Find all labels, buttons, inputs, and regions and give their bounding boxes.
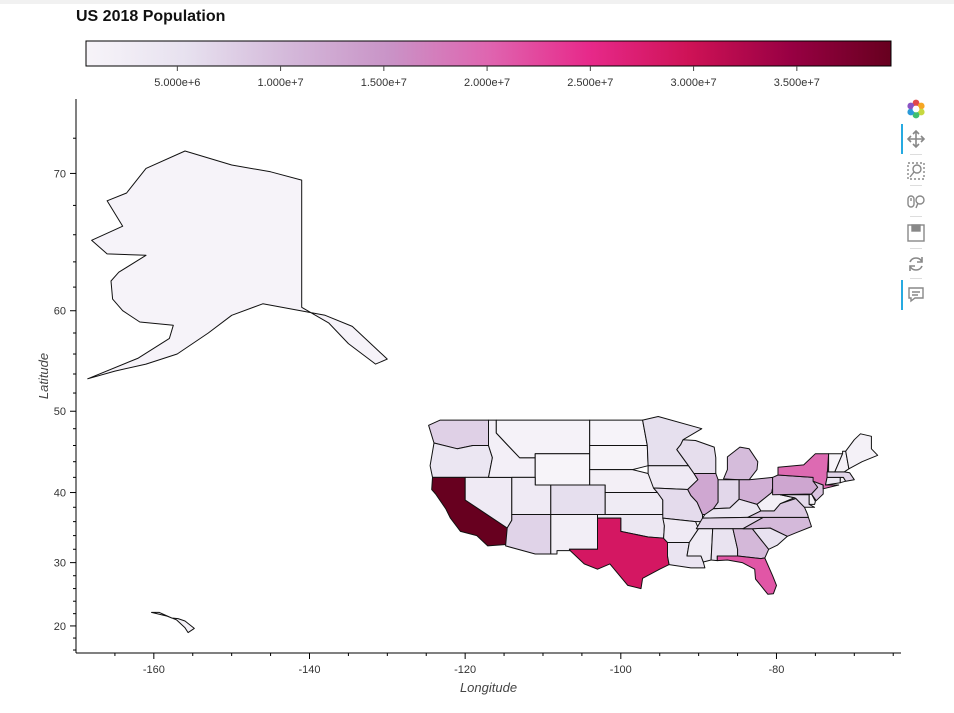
hover-icon[interactable] [901, 280, 931, 310]
y-tick-label: 20 [54, 621, 66, 633]
chart-title: US 2018 Population [76, 8, 226, 25]
plot-area[interactable]: WashingtonOregonCaliforniaNevadaIdahoMon… [87, 150, 879, 634]
state-alaska[interactable]: Alaska [87, 150, 388, 380]
reset-icon[interactable] [901, 251, 931, 277]
wheel-zoom-icon[interactable] [901, 189, 931, 215]
colorbar-tick-label: 1.500e+7 [361, 77, 407, 89]
axes: -160 -140 -120 -100 -80 20 30 40 50 60 70 Longitude… [36, 99, 901, 695]
colorbar-tick-label: 3.000e+7 [670, 77, 716, 89]
state-wyoming[interactable]: Wyoming [534, 453, 591, 486]
colorbar: 5.000e+6 1.000e+7 1.500e+7 2.000e+7 2.500e+7… [85, 40, 892, 89]
y-axis-label: Latitude [36, 353, 51, 399]
state-arizona[interactable]: Arizona [505, 514, 552, 555]
y-tick-label: 70 [54, 168, 66, 180]
state-north-dakota[interactable]: North Dakota [589, 419, 648, 446]
toolbar [901, 96, 931, 316]
colorbar-tick-label: 1.000e+7 [257, 77, 303, 89]
state-connecticut[interactable]: Connecticut [825, 476, 841, 486]
state-hawaii[interactable]: Hawaii [151, 611, 195, 634]
state-florida[interactable]: Florida [716, 555, 777, 595]
state-south-dakota[interactable]: South Dakota [589, 445, 649, 471]
bokeh-logo-icon[interactable] [901, 96, 931, 122]
colorbar-tick-label: 3.500e+7 [774, 77, 820, 89]
y-tick-label: 30 [54, 558, 66, 570]
state-mississippi[interactable]: Mississippi [686, 528, 714, 563]
state-maine[interactable]: Maine [845, 433, 879, 470]
toolbar-divider [910, 154, 922, 155]
box-zoom-icon[interactable] [901, 158, 931, 184]
state-new-mexico[interactable]: New Mexico [550, 514, 598, 555]
save-icon[interactable] [901, 220, 931, 246]
colorbar-tick-label: 5.000e+6 [154, 77, 200, 89]
x-tick-label: -140 [298, 664, 320, 676]
state-michigan[interactable]: Michigan [723, 446, 759, 481]
x-tick-label: -100 [610, 664, 632, 676]
state-massachusetts[interactable]: Massachusetts [826, 471, 855, 482]
y-tick-label: 60 [54, 306, 66, 318]
toolbar-divider [910, 185, 922, 186]
x-tick-label: -160 [143, 664, 165, 676]
x-axis-label: Longitude [460, 680, 517, 695]
pan-icon[interactable] [901, 124, 931, 154]
toolbar-divider [910, 216, 922, 217]
state-pennsylvania[interactable]: Pennsylvania [772, 474, 819, 496]
top-shade [0, 0, 954, 4]
y-tick-label: 50 [54, 406, 66, 418]
toolbar-divider [910, 278, 922, 279]
y-tick-label: 40 [54, 488, 66, 500]
state-oregon[interactable]: Oregon [429, 442, 493, 478]
state-kansas[interactable]: Kansas [604, 492, 664, 515]
state-colorado[interactable]: Colorado [550, 484, 606, 515]
x-tick-label: -120 [454, 664, 476, 676]
colorbar-tick-label: 2.000e+7 [464, 77, 510, 89]
x-tick-label: -80 [769, 664, 785, 676]
colorbar-tick-label: 2.500e+7 [567, 77, 613, 89]
state-illinois[interactable]: Illinois [687, 473, 719, 515]
state-texas[interactable]: Texas [568, 517, 670, 590]
colorbar-gradient [85, 40, 892, 67]
toolbar-divider [910, 248, 922, 249]
